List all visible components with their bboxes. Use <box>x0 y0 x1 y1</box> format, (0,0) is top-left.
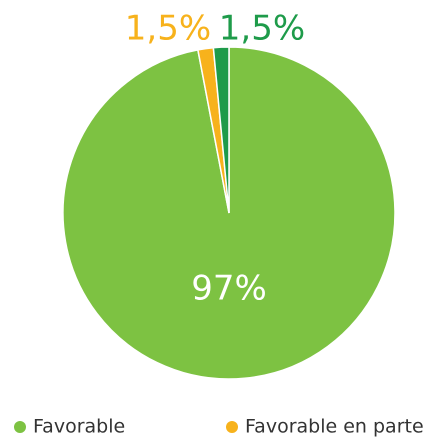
data-label: 1,5% <box>125 9 211 49</box>
data-label: 1,5% <box>219 9 305 49</box>
legend-label: Favorable <box>33 416 125 438</box>
legend-swatch <box>14 421 26 433</box>
data-label: 97% <box>191 269 267 309</box>
legend-swatch <box>226 421 238 433</box>
legend-label: Favorable en parte <box>245 416 424 438</box>
pie-slice <box>212 46 230 214</box>
